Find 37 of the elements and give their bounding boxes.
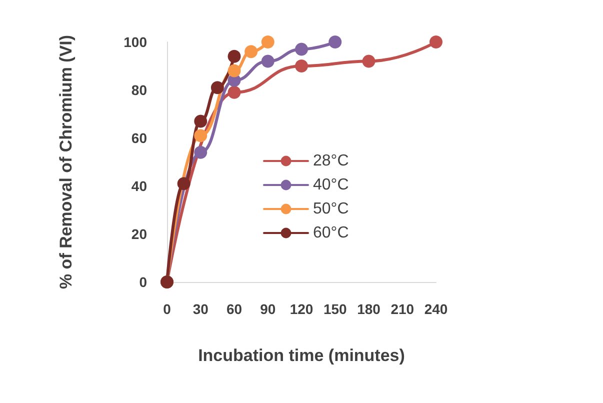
y-axis-title: % of Removal of Chromium (VI) bbox=[56, 34, 76, 290]
legend-label: 60°C bbox=[313, 224, 349, 242]
y-tick-label: 0 bbox=[139, 274, 148, 290]
y-tick-label: 40 bbox=[131, 178, 148, 194]
point bbox=[228, 50, 241, 63]
x-tick-label: 150 bbox=[323, 301, 348, 317]
x-tick-label: 180 bbox=[357, 301, 381, 317]
point bbox=[261, 54, 274, 68]
point bbox=[261, 36, 274, 48]
legend-label: 50°C bbox=[313, 200, 349, 218]
x-tick-label: 60 bbox=[226, 301, 242, 317]
legend-label: 28°C bbox=[313, 152, 349, 170]
x-tick-label: 210 bbox=[390, 301, 414, 317]
point bbox=[295, 60, 308, 72]
x-tick-label: 0 bbox=[163, 301, 172, 317]
x-tick-label: 240 bbox=[424, 301, 448, 317]
point bbox=[194, 146, 208, 159]
x-tick-label: 30 bbox=[192, 301, 209, 317]
point bbox=[177, 177, 190, 190]
legend-label: 40°C bbox=[313, 176, 349, 194]
y-tick-label: 100 bbox=[124, 34, 148, 50]
y-tick-label: 80 bbox=[131, 82, 148, 98]
point bbox=[194, 114, 208, 128]
point bbox=[210, 81, 224, 94]
point bbox=[194, 129, 208, 142]
point bbox=[328, 36, 342, 48]
x-tick-label: 120 bbox=[290, 301, 314, 317]
point bbox=[295, 42, 308, 56]
y-tick-label: 60 bbox=[131, 130, 148, 146]
point bbox=[228, 64, 241, 78]
x-tick-label: 90 bbox=[260, 301, 276, 317]
point bbox=[244, 45, 258, 58]
y-tick-label: 20 bbox=[131, 226, 148, 242]
point bbox=[228, 86, 241, 99]
point bbox=[430, 36, 442, 48]
x-axis-title: Incubation time (minutes) bbox=[198, 346, 405, 365]
point bbox=[362, 54, 376, 68]
